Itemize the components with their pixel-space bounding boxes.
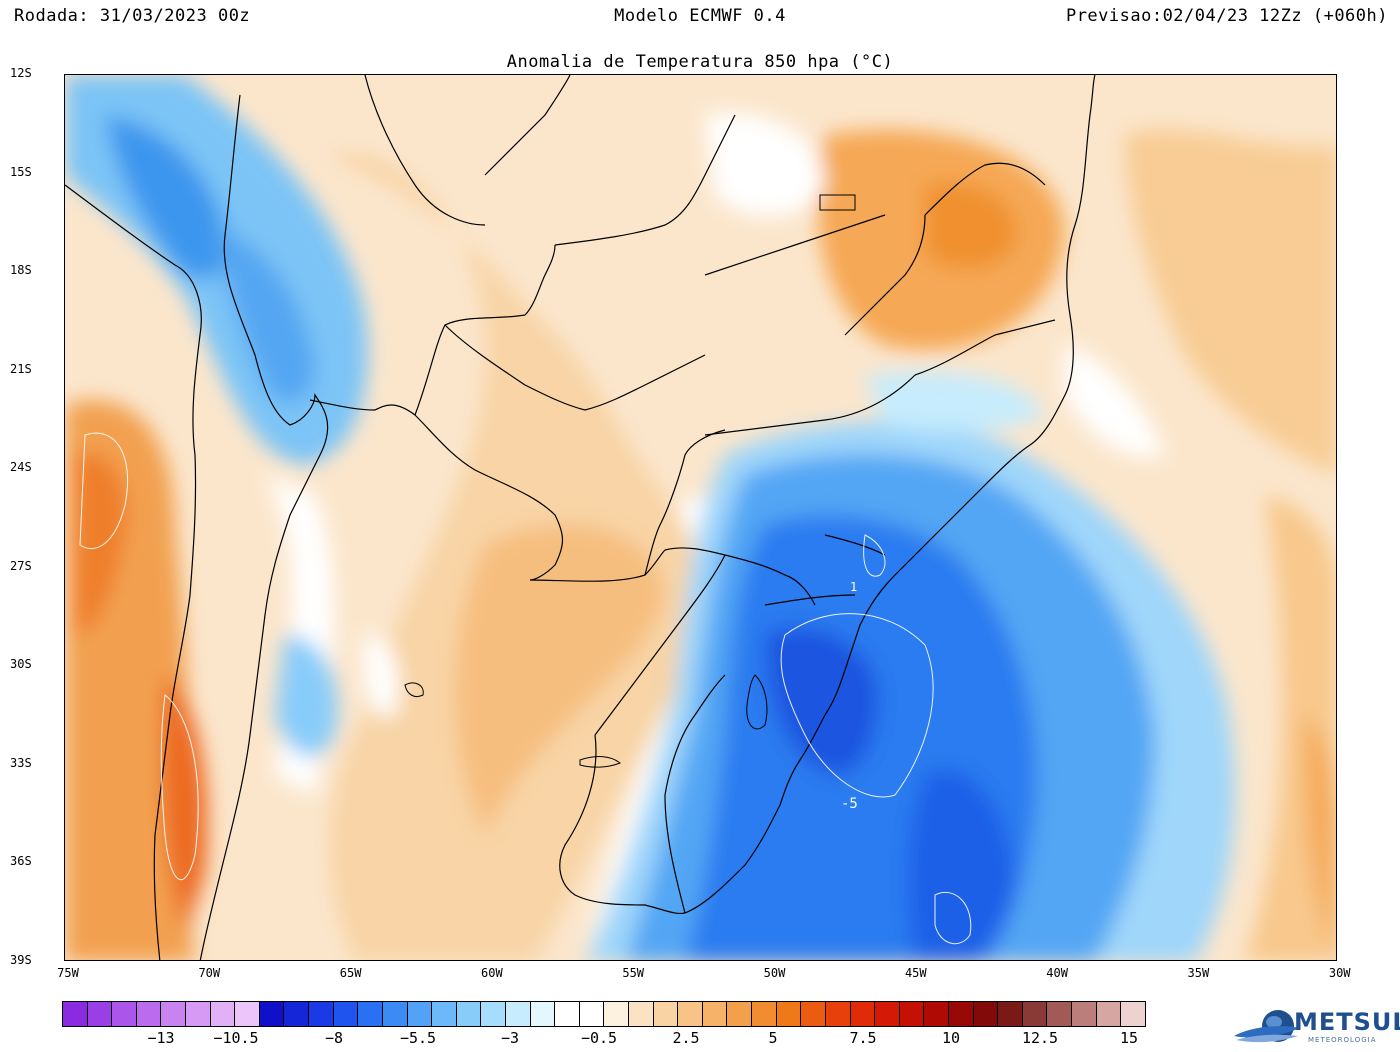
longitude-label: 60W xyxy=(481,966,503,980)
color-scale-cell xyxy=(432,1002,457,1026)
color-scale-cell xyxy=(1071,1002,1097,1026)
color-scale-cell xyxy=(235,1002,260,1026)
temperature-anomaly-map: 1 -5 xyxy=(65,75,1336,960)
longitude-label: 70W xyxy=(198,966,221,980)
longitude-label: 50W xyxy=(763,966,786,980)
color-scale-cell xyxy=(924,1002,949,1026)
color-scale-cell xyxy=(604,1002,630,1026)
color-scale-cell xyxy=(382,1002,408,1026)
longitude-label: 75W xyxy=(57,966,79,980)
color-scale-cell xyxy=(899,1002,925,1026)
latitude-label: 12S xyxy=(10,66,32,80)
color-scale-label: 5 xyxy=(768,1029,778,1047)
contour-label-1: 1 xyxy=(850,580,857,594)
color-scale-label: 7.5 xyxy=(849,1029,877,1047)
model-label: Modelo ECMWF 0.4 xyxy=(614,6,786,26)
color-scale-cell xyxy=(333,1002,359,1026)
color-scale-cell xyxy=(998,1002,1023,1026)
color-scale-label: −0.5 xyxy=(580,1029,618,1047)
contour-lines xyxy=(79,432,972,945)
color-scale-cell xyxy=(63,1002,88,1026)
color-scale-cell xyxy=(801,1002,826,1026)
color-scale-label: −10.5 xyxy=(213,1029,259,1047)
color-scale-cell xyxy=(702,1002,728,1026)
latitude-label: 30S xyxy=(10,657,32,671)
color-scale-cell xyxy=(136,1002,162,1026)
latitude-label: 36S xyxy=(10,854,32,868)
color-scale-cell xyxy=(948,1002,974,1026)
latitude-label: 27S xyxy=(10,558,32,573)
longitude-label: 35W xyxy=(1187,966,1210,980)
color-scale-label: −8 xyxy=(324,1029,344,1047)
color-scale-cell xyxy=(653,1002,679,1026)
color-scale-cell xyxy=(555,1002,580,1026)
color-scale-cell xyxy=(481,1002,506,1026)
color-scale-cell xyxy=(407,1002,433,1026)
longitude-label: 55W xyxy=(622,966,645,980)
globe-icon xyxy=(1234,1010,1300,1043)
color-scale-label: 15 xyxy=(1119,1029,1139,1047)
color-scale-label: −5.5 xyxy=(399,1029,437,1047)
color-scale-cell xyxy=(284,1002,310,1026)
color-scale-cell xyxy=(579,1002,605,1026)
color-scale-cell xyxy=(1096,1002,1122,1026)
color-scale-cell xyxy=(530,1002,556,1026)
color-scale-label: 2.5 xyxy=(672,1029,700,1047)
color-scale-cell xyxy=(678,1002,703,1026)
color-scale-cell xyxy=(875,1002,900,1026)
color-scale-cell xyxy=(112,1002,137,1026)
color-scale-cell xyxy=(727,1002,753,1026)
latitude-label: 24S xyxy=(10,460,32,474)
color-scale-cell xyxy=(776,1002,802,1026)
color-scale-cell xyxy=(161,1002,187,1026)
color-scale-cell xyxy=(973,1002,999,1026)
latitude-label: 39S xyxy=(10,952,32,967)
color-scale-label: 12.5 xyxy=(1021,1029,1059,1047)
color-scale-cell xyxy=(456,1002,482,1026)
color-scale-cell xyxy=(1022,1002,1048,1026)
metsul-logo: METSUL METEOROLOGIA xyxy=(1232,1006,1400,1048)
color-scale-bar xyxy=(62,1001,1146,1027)
latitude-label: 33S xyxy=(10,755,32,770)
color-scale-cell xyxy=(752,1002,777,1026)
map-area: 1 -5 xyxy=(64,74,1337,961)
color-scale-cell xyxy=(309,1002,334,1026)
color-scale-label: 10 xyxy=(941,1029,961,1047)
color-scale-label: −13 xyxy=(147,1029,175,1047)
color-scale-cell xyxy=(825,1002,851,1026)
color-scale-cell xyxy=(850,1002,876,1026)
latitude-label: 21S xyxy=(10,361,32,376)
latitude-label: 18S xyxy=(10,263,32,277)
latitude-label: 15S xyxy=(10,164,32,179)
color-scale-cell xyxy=(1121,1002,1145,1026)
map-title: Anomalia de Temperatura 850 hpa (°C) xyxy=(506,52,894,72)
color-scale-cell xyxy=(358,1002,383,1026)
color-scale-label: −3 xyxy=(500,1029,520,1047)
forecast-time-label: Previsao:02/04/23 12Zz (+060h) xyxy=(1065,6,1388,26)
color-scale-cell xyxy=(210,1002,236,1026)
longitude-label: 45W xyxy=(904,966,927,980)
political-borders xyxy=(65,75,1096,960)
color-scale-cell xyxy=(186,1002,211,1026)
lakes xyxy=(404,194,856,768)
logo-subtext: METEOROLOGIA xyxy=(1308,1036,1377,1044)
color-scale-cell xyxy=(259,1002,285,1026)
contour-label-minus-5: -5 xyxy=(841,796,858,812)
logo-text: METSUL xyxy=(1294,1008,1400,1036)
longitude-label: 40W xyxy=(1046,966,1068,980)
color-scale-cell xyxy=(1047,1002,1072,1026)
run-date-label: Rodada: 31/03/2023 00z xyxy=(14,6,251,26)
color-scale-cell xyxy=(87,1002,113,1026)
color-scale-cell xyxy=(629,1002,654,1026)
longitude-label: 30W xyxy=(1328,966,1351,980)
longitude-label: 65W xyxy=(339,966,362,980)
color-scale-cell xyxy=(505,1002,531,1026)
